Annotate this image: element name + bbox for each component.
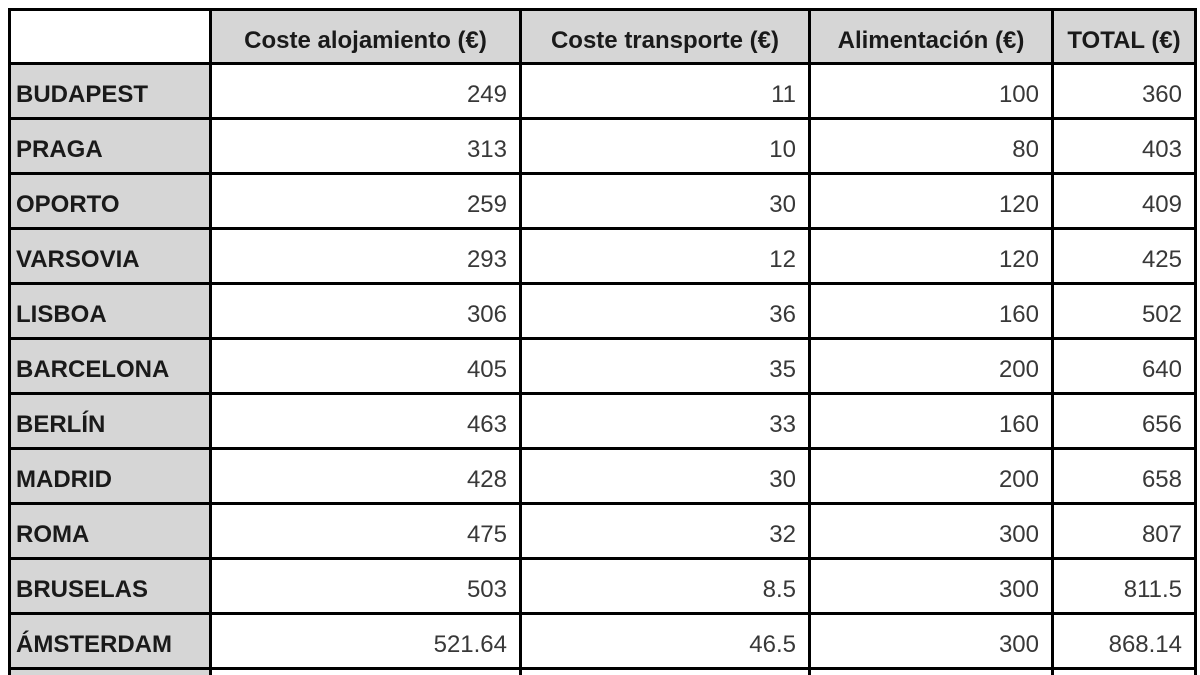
table-row-barcelona: BARCELONA 405 35 200 640 <box>8 337 1197 395</box>
cell-transporte: 30 <box>519 172 811 230</box>
row-header-city: PRAGA <box>8 117 212 175</box>
column-header-transporte: Coste transporte (€) <box>519 8 811 65</box>
cell-alojamiento: 521.64 <box>209 612 522 670</box>
table-row-lisboa: LISBOA 306 36 160 502 <box>8 282 1197 340</box>
table-row-praga: PRAGA 313 10 80 403 <box>8 117 1197 175</box>
row-header-city: BUDAPEST <box>8 62 212 120</box>
corner-cell <box>8 8 212 65</box>
cell-alojamiento: 503 <box>209 557 522 615</box>
table-header: Coste alojamiento (€) Coste transporte (… <box>8 8 1197 65</box>
table-row-oporto: OPORTO 259 30 120 409 <box>8 172 1197 230</box>
cell-alimentacion: 120 <box>808 227 1054 285</box>
cell-total: 658 <box>1051 447 1197 505</box>
cell-total: 811.5 <box>1051 557 1197 615</box>
cell-alimentacion: 80 <box>808 117 1054 175</box>
row-header-city: BERLÍN <box>8 392 212 450</box>
table-row-berlin: BERLÍN 463 33 160 656 <box>8 392 1197 450</box>
cell-alojamiento <box>209 667 522 675</box>
cell-total: 360 <box>1051 62 1197 120</box>
cell-alojamiento: 293 <box>209 227 522 285</box>
cell-total: 640 <box>1051 337 1197 395</box>
cell-transporte: 12 <box>519 227 811 285</box>
cell-total: 409 <box>1051 172 1197 230</box>
table-row-varsovia: VARSOVIA 293 12 120 425 <box>8 227 1197 285</box>
column-header-alojamiento: Coste alojamiento (€) <box>209 8 522 65</box>
cell-transporte: 10 <box>519 117 811 175</box>
cell-transporte: 11 <box>519 62 811 120</box>
cell-transporte: 35 <box>519 337 811 395</box>
cell-transporte: 32 <box>519 502 811 560</box>
cell-alojamiento: 259 <box>209 172 522 230</box>
cell-total: 807 <box>1051 502 1197 560</box>
cell-transporte: 46.5 <box>519 612 811 670</box>
table-row-budapest: BUDAPEST 249 11 100 360 <box>8 62 1197 120</box>
cell-alojamiento: 249 <box>209 62 522 120</box>
table-row-bruselas: BRUSELAS 503 8.5 300 811.5 <box>8 557 1197 615</box>
cell-transporte: 8.5 <box>519 557 811 615</box>
row-header-city: VARSOVIA <box>8 227 212 285</box>
row-header-city: BARCELONA <box>8 337 212 395</box>
cell-alojamiento: 306 <box>209 282 522 340</box>
row-header-city: ÁMSTERDAM <box>8 612 212 670</box>
cell-alimentacion: 160 <box>808 392 1054 450</box>
cell-alojamiento: 428 <box>209 447 522 505</box>
cell-alimentacion: 200 <box>808 337 1054 395</box>
cell-total: 403 <box>1051 117 1197 175</box>
column-header-alimentacion: Alimentación (€) <box>808 8 1054 65</box>
cell-alojamiento: 463 <box>209 392 522 450</box>
cell-alimentacion: 120 <box>808 172 1054 230</box>
row-header-city: MADRID <box>8 447 212 505</box>
cell-alojamiento: 475 <box>209 502 522 560</box>
column-header-total: TOTAL (€) <box>1051 8 1197 65</box>
cell-alimentacion <box>808 667 1054 675</box>
table-row-madrid: MADRID 428 30 200 658 <box>8 447 1197 505</box>
table-row-roma: ROMA 475 32 300 807 <box>8 502 1197 560</box>
cell-transporte: 33 <box>519 392 811 450</box>
row-header-city <box>8 667 212 675</box>
cell-alimentacion: 300 <box>808 502 1054 560</box>
cell-total: 868.14 <box>1051 612 1197 670</box>
cell-alojamiento: 313 <box>209 117 522 175</box>
row-header-city: OPORTO <box>8 172 212 230</box>
header-row: Coste alojamiento (€) Coste transporte (… <box>8 8 1197 65</box>
row-header-city: ROMA <box>8 502 212 560</box>
row-header-city: LISBOA <box>8 282 212 340</box>
cell-alimentacion: 100 <box>808 62 1054 120</box>
table-row-amsterdam: ÁMSTERDAM 521.64 46.5 300 868.14 <box>8 612 1197 670</box>
table-row-partial-cutoff <box>8 667 1197 675</box>
cell-alimentacion: 300 <box>808 612 1054 670</box>
cell-transporte: 36 <box>519 282 811 340</box>
cell-total: 425 <box>1051 227 1197 285</box>
city-cost-table: Coste alojamiento (€) Coste transporte (… <box>8 8 1197 675</box>
table-body: BUDAPEST 249 11 100 360 PRAGA 313 10 80 … <box>8 62 1197 675</box>
cell-transporte: 30 <box>519 447 811 505</box>
cell-total: 502 <box>1051 282 1197 340</box>
cell-transporte <box>519 667 811 675</box>
cell-alimentacion: 200 <box>808 447 1054 505</box>
cell-total: 656 <box>1051 392 1197 450</box>
cell-alimentacion: 300 <box>808 557 1054 615</box>
cell-total <box>1051 667 1197 675</box>
cell-alimentacion: 160 <box>808 282 1054 340</box>
cell-alojamiento: 405 <box>209 337 522 395</box>
row-header-city: BRUSELAS <box>8 557 212 615</box>
